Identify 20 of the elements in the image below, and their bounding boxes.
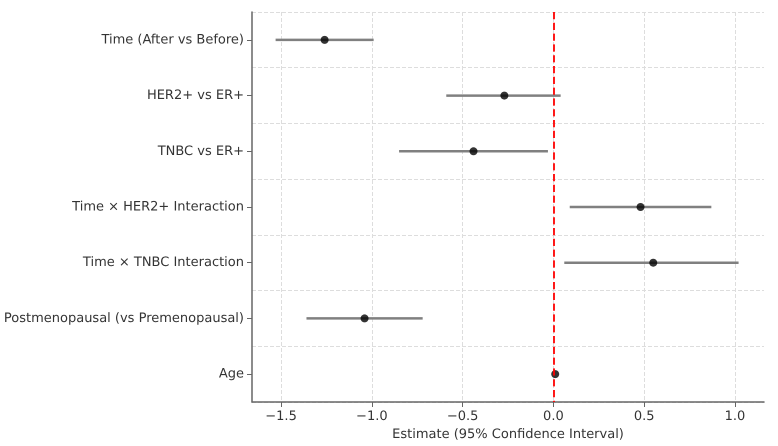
point	[320, 36, 329, 44]
x-tick-label: 0.5	[634, 409, 655, 424]
x-tick-label: −1.5	[265, 409, 297, 424]
point	[649, 258, 658, 267]
y-tick-label: HER2+ vs ER+	[146, 88, 244, 104]
x-tick-label: −1.0	[356, 409, 388, 424]
x-axis-title: Estimate (95% Confidence Interval)	[392, 427, 624, 442]
x-tick-label: 0.0	[543, 409, 564, 424]
point	[500, 92, 508, 100]
y-tick-label: Time (After vs Before)	[100, 32, 244, 48]
y-tick-label: Time × HER2+ Interaction	[71, 200, 244, 214]
x-tick-label: 1.0	[724, 409, 746, 424]
y-tick-label: TNBC vs ER+	[156, 144, 244, 159]
point	[470, 147, 478, 156]
point	[360, 314, 369, 322]
y-tick-label: Time × TNBC Interaction	[82, 255, 244, 270]
y-tick-label: Age	[218, 366, 244, 382]
y-tick-label: Postmenopausal (vs Premenopausal)	[4, 310, 244, 326]
x-tick-label: −0.5	[446, 409, 478, 424]
point	[636, 203, 645, 211]
